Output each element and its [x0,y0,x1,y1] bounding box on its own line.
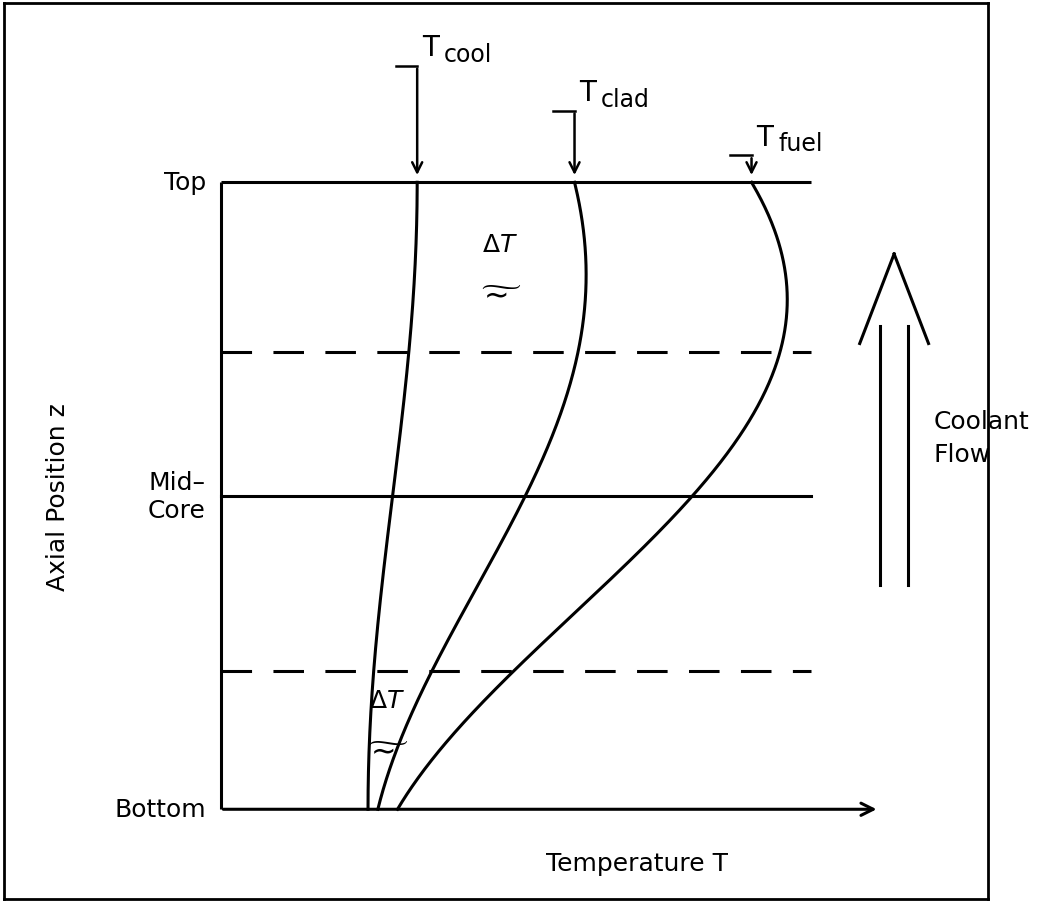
Text: $\Delta T$: $\Delta T$ [482,233,518,257]
Text: Temperature T: Temperature T [545,851,728,875]
Text: T: T [580,79,597,107]
Text: clad: clad [601,88,650,112]
Text: Mid–
Core: Mid– Core [148,470,205,522]
Text: $\Delta T$: $\Delta T$ [369,688,405,712]
Text: $\widetilde{\sim}$: $\widetilde{\sim}$ [479,281,523,310]
Text: Axial Position z: Axial Position z [46,403,70,590]
Text: T: T [756,124,773,152]
Text: cool: cool [443,42,492,67]
Text: $\widetilde{\sim}$: $\widetilde{\sim}$ [365,736,409,765]
Text: Top: Top [164,171,205,195]
Text: Bottom: Bottom [114,797,205,822]
Text: T: T [422,34,439,62]
Text: Coolant
Flow: Coolant Flow [933,409,1029,467]
Text: fuel: fuel [778,132,823,156]
